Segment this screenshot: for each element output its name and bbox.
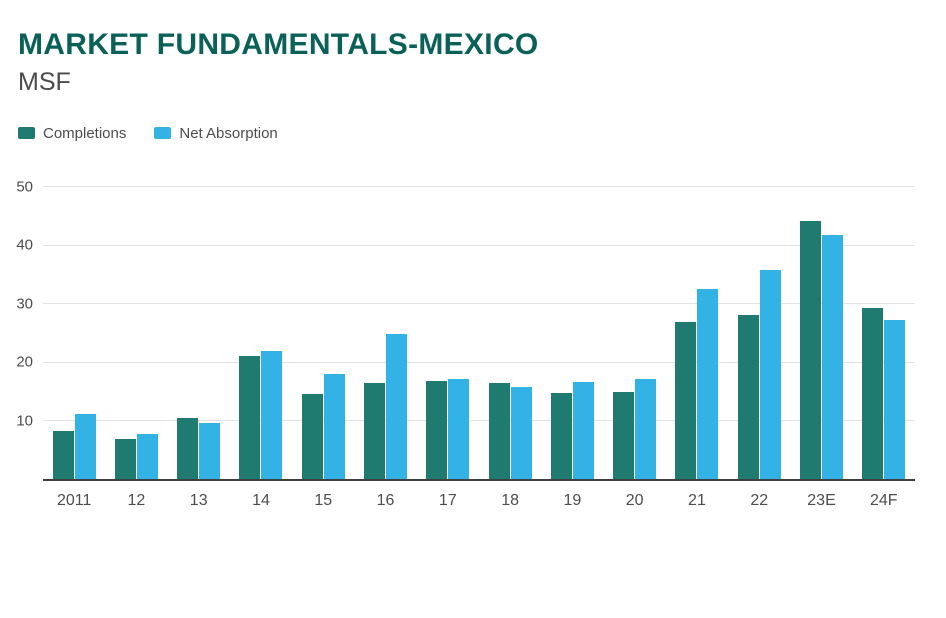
x-tick-label-22: 22 (750, 492, 769, 509)
legend-label-completions: Completions (43, 124, 127, 142)
bar-groups (43, 186, 915, 479)
bar-completions-20 (613, 391, 635, 479)
bar-completions-18 (488, 382, 510, 479)
bar-net-absorption-17 (448, 378, 470, 479)
legend-item-completions: Completions (18, 125, 126, 142)
x-tick-label-18: 18 (501, 492, 519, 509)
bar-net-absorption-19 (572, 381, 594, 479)
bar-group-14 (230, 186, 292, 479)
x-tick-label-15: 15 (314, 492, 333, 509)
bar-group-16 (354, 186, 416, 479)
bar-net-absorption-15 (323, 373, 345, 479)
bar-group-15 (292, 186, 354, 479)
bar-net-absorption-16 (386, 334, 408, 479)
bar-net-absorption-24F (884, 319, 906, 479)
bar-completions-23E (800, 221, 822, 479)
page-title: MARKET FUNDAMENTALS-MEXICO (18, 28, 539, 61)
bar-group-20 (604, 186, 666, 479)
bar-completions-16 (364, 382, 386, 479)
bar-net-absorption-18 (510, 387, 532, 479)
bar-net-absorption-2011 (74, 413, 96, 479)
x-tick-label-24F: 24F (870, 492, 898, 509)
bar-net-absorption-14 (261, 351, 283, 479)
completions-swatch-icon (18, 127, 35, 139)
x-tick-label-19: 19 (563, 492, 582, 509)
y-tick-label-10: 10 (16, 412, 33, 430)
x-tick-label-2011: 2011 (56, 492, 92, 509)
x-tick-label-20: 20 (625, 492, 644, 509)
x-tick-label-16: 16 (376, 492, 395, 509)
bar-group-13 (168, 186, 230, 479)
bar-completions-19 (550, 392, 572, 479)
x-axis-labels: 2011 12 13 14 15 16 17 18 19 20 21 22 23E 24F (43, 492, 915, 510)
legend-label-net-absorption: Net Absorption (179, 124, 278, 142)
y-tick-label-20: 20 (16, 353, 33, 371)
bar-net-absorption-21 (697, 289, 719, 479)
y-tick-label-40: 40 (16, 236, 33, 254)
x-tick-label-13: 13 (189, 492, 208, 509)
bar-completions-22 (737, 314, 759, 479)
gridline-10: 10 (16, 412, 915, 429)
gridline-20: 20 (16, 354, 915, 371)
gridline-40: 40 (16, 237, 915, 254)
gridline-30: 30 (16, 295, 915, 312)
bar-group-2011 (43, 186, 105, 479)
x-tick-label-21: 21 (688, 492, 706, 509)
y-tick-label-30: 30 (16, 295, 33, 313)
plot-area: 10 20 30 40 50 (16, 178, 915, 481)
bar-completions-2011 (52, 430, 74, 479)
bar-completions-13 (177, 418, 199, 479)
page-subtitle: MSF (18, 68, 71, 96)
bar-chart: 10 20 30 40 50 2011 12 13 14 15 16 17 18 19 20 21 22 23E… (16, 178, 915, 510)
bar-net-absorption-22 (759, 270, 781, 479)
bar-group-21 (666, 186, 728, 479)
bar-completions-12 (114, 438, 136, 479)
bar-group-17 (417, 186, 479, 479)
bar-completions-21 (675, 321, 697, 479)
bar-net-absorption-12 (136, 434, 158, 479)
bar-group-23E (790, 186, 852, 479)
bar-completions-24F (862, 308, 884, 479)
bar-completions-14 (239, 355, 261, 479)
bar-group-18 (479, 186, 541, 479)
chart-header: MARKET FUNDAMENTALS-MEXICO MSF (0, 0, 946, 97)
bar-completions-17 (426, 380, 448, 479)
x-tick-label-12: 12 (127, 492, 146, 509)
bar-net-absorption-23E (822, 234, 844, 479)
legend: Completions Net Absorption (18, 124, 946, 142)
bar-group-12 (105, 186, 167, 479)
bar-group-24F (853, 186, 915, 479)
x-tick-label-23E: 23E (807, 492, 836, 509)
x-tick-label-14: 14 (252, 492, 270, 509)
bar-completions-15 (301, 394, 323, 479)
legend-item-net-absorption: Net Absorption (154, 124, 278, 142)
bar-net-absorption-13 (199, 423, 221, 479)
x-tick-label-17: 17 (438, 492, 457, 509)
net-absorption-swatch-icon (154, 127, 172, 139)
y-tick-label-50: 50 (16, 178, 33, 195)
gridline-50: 50 (16, 178, 915, 195)
bar-group-22 (728, 186, 790, 479)
bar-group-19 (541, 186, 603, 479)
bar-net-absorption-20 (635, 378, 657, 479)
